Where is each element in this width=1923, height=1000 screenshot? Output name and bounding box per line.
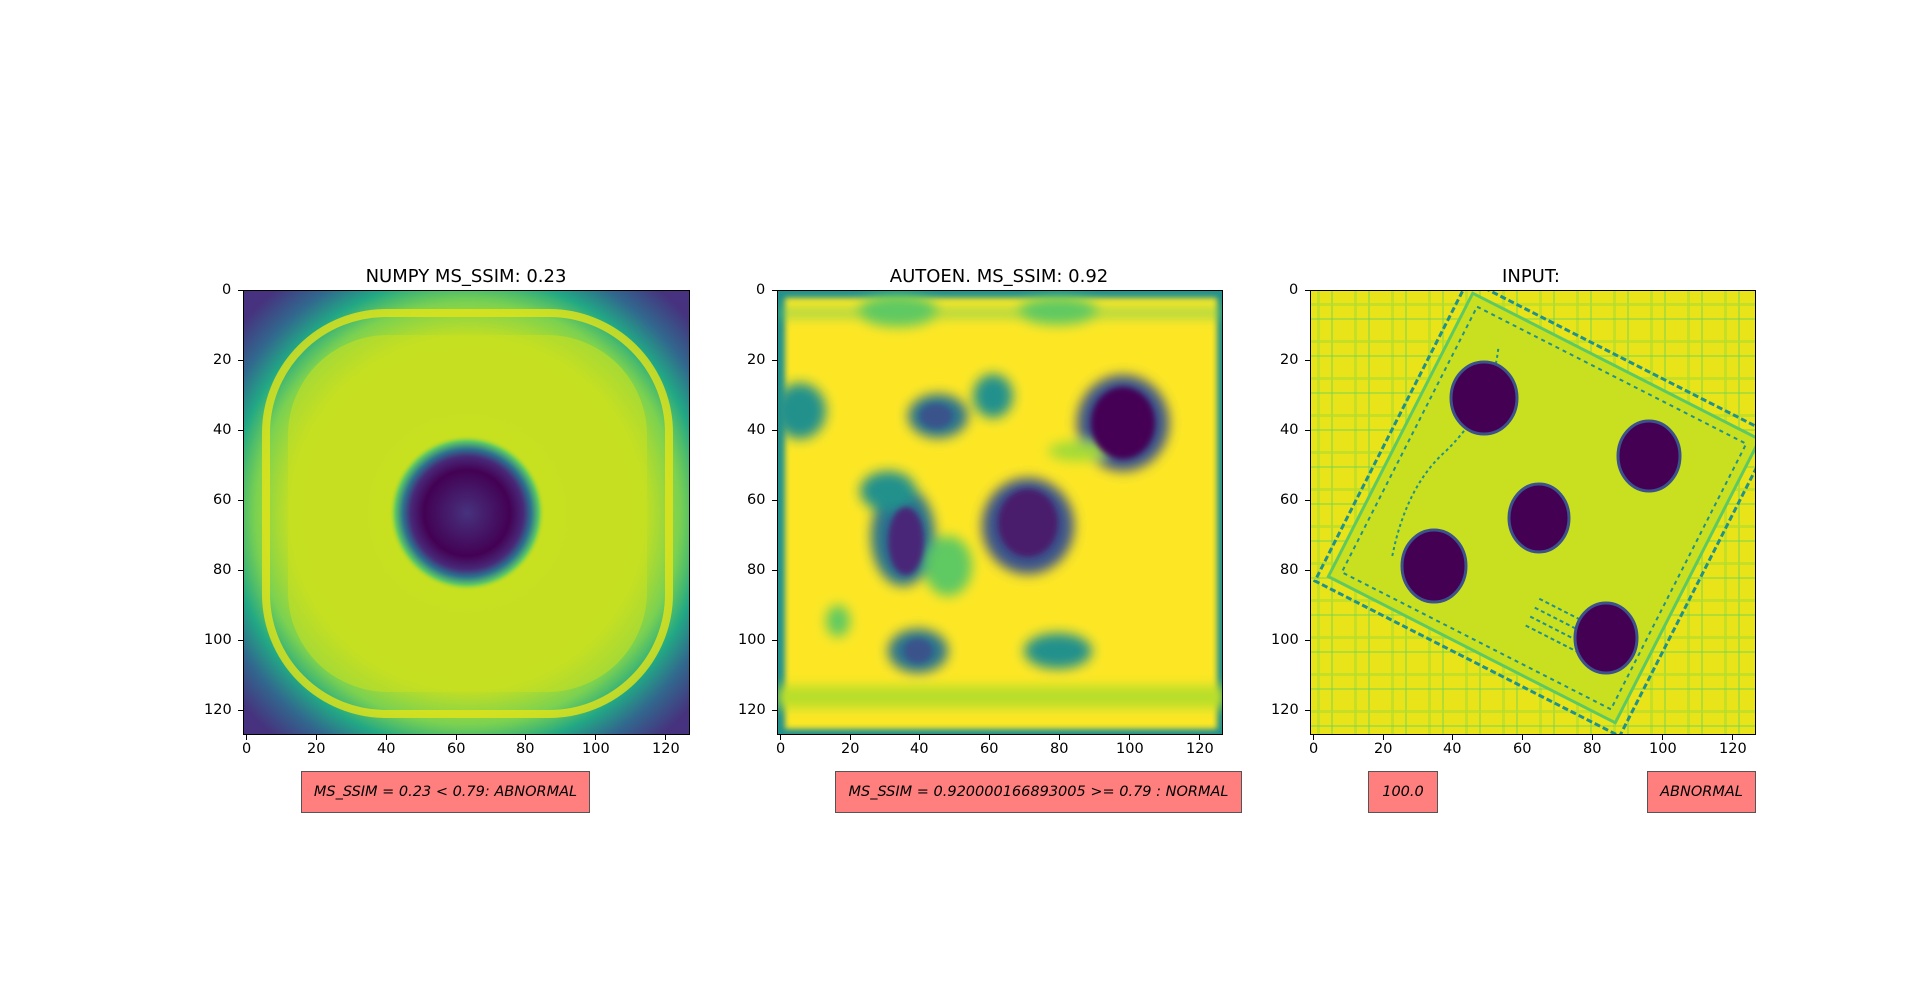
panel2-ms-ssim-verdict: MS_SSIM = 0.920000166893005 >= 0.79 : NO… [835,771,1242,813]
panel2-xtick-40: 40 [910,741,929,757]
panel2-ytick-80: 80 [747,562,766,578]
panel2-title: AUTOEN. MS_SSIM: 0.92 [889,266,1109,287]
panel1-xtick-40: 40 [377,741,396,757]
panel3-score-label: 100.0 [1368,771,1438,813]
panel3-xtick-40: 40 [1443,741,1462,757]
panel2-ytick-60: 60 [747,492,766,508]
panel3-ytick-20: 20 [1280,352,1299,368]
panel1-title: NUMPY MS_SSIM: 0.23 [365,266,567,287]
panel1-ytick-20: 20 [213,352,232,368]
panel1-xtick-0: 0 [242,741,252,757]
panel3-xtick-80: 80 [1583,741,1602,757]
panel1-heatmap [243,290,690,735]
panel2-xtick-20: 20 [841,741,860,757]
panel2-ytick-40: 40 [747,422,766,438]
panel1-xtick-80: 80 [516,741,535,757]
panel3-ytick-60: 60 [1280,492,1299,508]
panel3-ytick-80: 80 [1280,562,1299,578]
panel2-xtick-60: 60 [980,741,999,757]
panel1-xtick-100: 100 [582,741,610,757]
panel2-xtick-120: 120 [1186,741,1214,757]
panel2-xtick-0: 0 [776,741,786,757]
panel3-ytick-100: 100 [1271,632,1299,648]
panel1-ytick-40: 40 [213,422,232,438]
panel2-ytick-20: 20 [747,352,766,368]
panel3-ytick-0: 0 [1289,282,1299,298]
panel3-verdict-label: ABNORMAL [1647,771,1756,813]
panel3-xtick-20: 20 [1374,741,1393,757]
panel2-xtick-80: 80 [1050,741,1069,757]
panel3-ytick-120: 120 [1271,702,1299,718]
panel3-xtick-120: 120 [1719,741,1747,757]
panel2-xtick-100: 100 [1116,741,1144,757]
panel3-xtick-100: 100 [1649,741,1677,757]
panel1-ytick-100: 100 [204,632,232,648]
panel3-heatmap [1310,290,1756,735]
panel3-xtick-60: 60 [1513,741,1532,757]
panel3-title: INPUT: [1502,266,1560,287]
panel2-ytick-0: 0 [756,282,766,298]
panel1-xtick-20: 20 [307,741,326,757]
panel2-ytick-120: 120 [738,702,766,718]
panel1-ytick-80: 80 [213,562,232,578]
panel1-ms-ssim-verdict: MS_SSIM = 0.23 < 0.79: ABNORMAL [301,771,590,813]
panel1-ytick-0: 0 [222,282,232,298]
panel2-ytick-100: 100 [738,632,766,648]
panel1-ytick-60: 60 [213,492,232,508]
panel3-xtick-0: 0 [1309,741,1319,757]
panel1-xtick-120: 120 [652,741,680,757]
panel3-ytick-40: 40 [1280,422,1299,438]
panel1-ytick-120: 120 [204,702,232,718]
panel1-xtick-60: 60 [447,741,466,757]
panel2-heatmap [777,290,1223,735]
